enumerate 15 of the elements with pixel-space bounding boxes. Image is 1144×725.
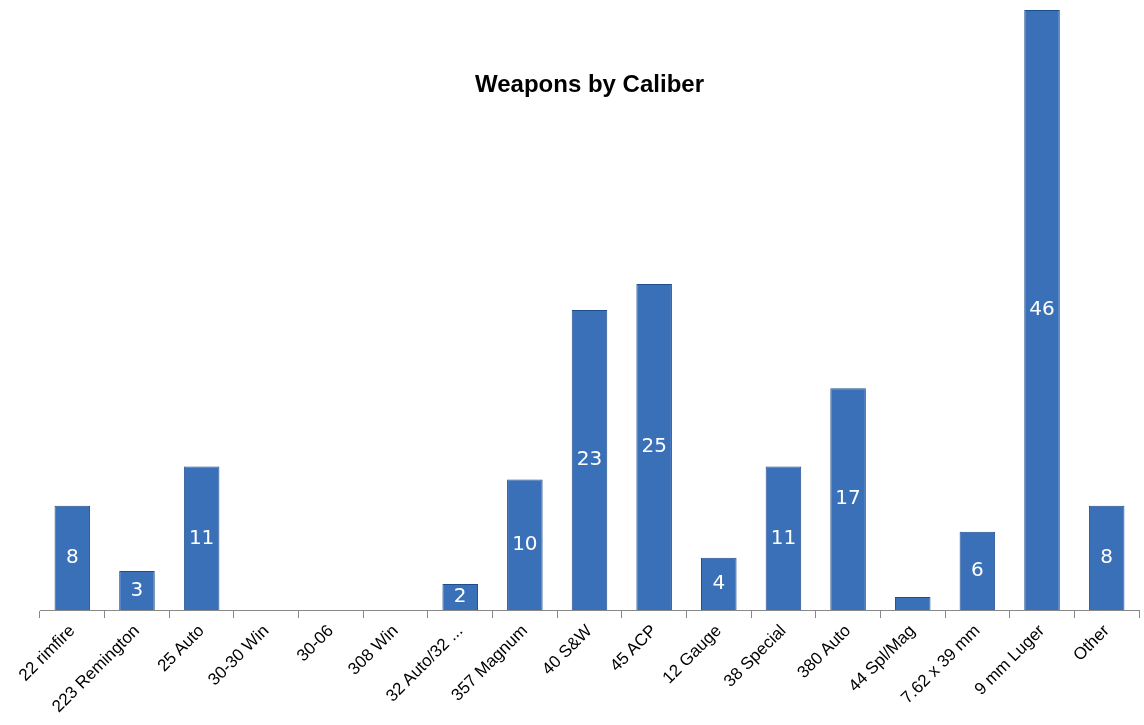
data-label: 11 [188,524,215,549]
data-label: 25 [641,433,667,458]
data-label: 17 [835,485,861,510]
x-tick-label: 308 Win [344,620,402,679]
data-label: 8 [65,544,79,569]
data-label: 3 [130,576,144,601]
data-label: 10 [512,531,538,556]
data-label: 11 [770,524,797,549]
data-label: 6 [971,557,984,582]
data-label: 4 [712,570,726,595]
text: Weapons by Caliber [475,69,704,97]
data-label: 23 [576,446,603,471]
data-label: 46 [1029,296,1055,321]
data-label: 2 [453,583,467,608]
data-label: 8 [1100,544,1114,569]
